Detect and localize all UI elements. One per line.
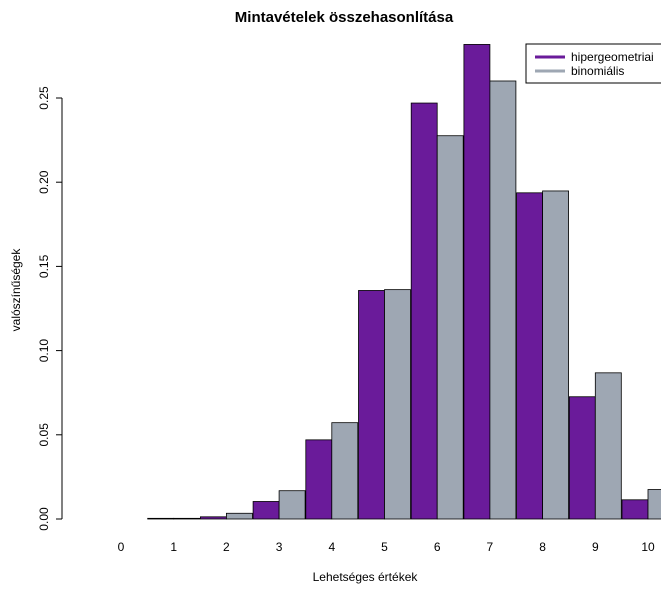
bar-hipergeometriai-10 [621,499,649,520]
bar-binomialis-5 [384,289,411,520]
x-tick-label: 8 [539,540,546,554]
bar-hipergeometriai-5 [358,290,385,520]
y-tick-label: 0.25 [37,86,51,110]
bar-binomialis-3 [278,490,306,520]
bar-hipergeometriai-7 [463,44,491,520]
x-tick-label: 9 [592,540,599,554]
bar-hipergeometriai-3 [252,501,280,520]
x-tick-label: 6 [434,540,441,554]
x-axis-label: Lehetséges értékek [313,570,419,584]
bar-hipergeometriai-1 [147,517,175,520]
legend-entry: binomiális [571,64,624,78]
chart-title: Mintavételek összehasonlítása [235,9,454,26]
bar-binomialis-4 [331,422,359,520]
bar-hipergeometriai-4 [305,439,333,520]
bar-binomialis-7 [489,80,517,520]
y-tick-label: 0.10 [37,339,51,363]
bar-hipergeometriai-6 [410,102,438,520]
bar-binomialis-9 [594,372,622,520]
y-tick-label: 0.20 [37,170,51,194]
bar-binomialis-2 [225,512,253,520]
x-tick-labels: 0 1 2 3 4 5 6 7 8 9 10 [118,540,655,554]
x-tick-label: 7 [487,540,494,554]
x-tick-label: 0 [118,540,125,554]
y-tick-label: 0.15 [37,254,51,278]
legend-box [525,43,661,84]
x-tick-label: 5 [381,540,388,554]
bar-hipergeometriai-2 [199,516,227,520]
legend-entry: hipergeometriai [571,50,654,64]
x-tick-label: 3 [276,540,283,554]
x-tick-label: 1 [170,540,177,554]
bars-group [147,44,661,520]
x-tick-label: 10 [641,540,655,554]
y-axis: 0.00 0.05 0.10 0.15 0.20 0.25 [37,86,63,531]
bar-binomialis-1 [173,517,201,520]
bar-binomialis-8 [542,190,569,520]
x-tick-label: 4 [328,540,335,554]
y-tick-label: 0.00 [37,507,51,531]
x-tick-label: 2 [223,540,230,554]
y-axis-label: valószínűségek [9,248,23,332]
y-tick-label: 0.05 [37,423,51,447]
bar-hipergeometriai-8 [516,192,543,520]
bar-binomialis-6 [436,135,464,520]
bar-hipergeometriai-9 [568,396,596,520]
bar-binomialis-10 [647,489,661,520]
